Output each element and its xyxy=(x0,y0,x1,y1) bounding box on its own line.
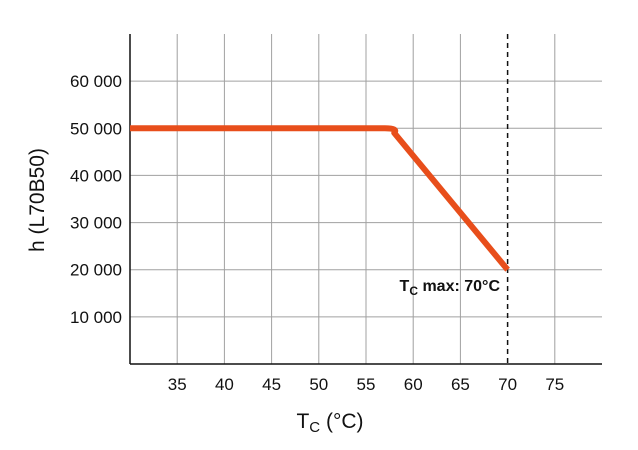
x-tick-label: 35 xyxy=(168,375,187,394)
y-tick-label: 60 000 xyxy=(70,72,122,91)
x-tick-label: 75 xyxy=(545,375,564,394)
series-line xyxy=(130,125,510,272)
y-tick-label: 40 000 xyxy=(70,166,122,185)
x-tick-label: 50 xyxy=(309,375,328,394)
x-tick-label: 65 xyxy=(451,375,470,394)
tick-labels: 35 40 45 50 55 60 65 70 75 10 000 20 000 30 000 40 0… xyxy=(70,72,564,394)
grid xyxy=(130,34,602,364)
x-tick-label: 55 xyxy=(357,375,376,394)
x-tick-label: 60 xyxy=(404,375,423,394)
axes xyxy=(129,34,602,365)
x-tick-label: 70 xyxy=(498,375,517,394)
x-tick-label: 45 xyxy=(262,375,281,394)
x-tick-label: 40 xyxy=(215,375,234,394)
y-axis-title: h (L70B50) xyxy=(26,148,49,252)
y-tick-label: 50 000 xyxy=(70,119,122,138)
y-tick-label: 10 000 xyxy=(70,308,122,327)
x-axis-title: TC (°C) xyxy=(296,410,363,436)
series-group xyxy=(130,125,510,272)
tc-max-annotation: TC max: 70°C xyxy=(400,278,501,298)
y-tick-label: 30 000 xyxy=(70,214,122,233)
y-tick-label: 20 000 xyxy=(70,261,122,280)
